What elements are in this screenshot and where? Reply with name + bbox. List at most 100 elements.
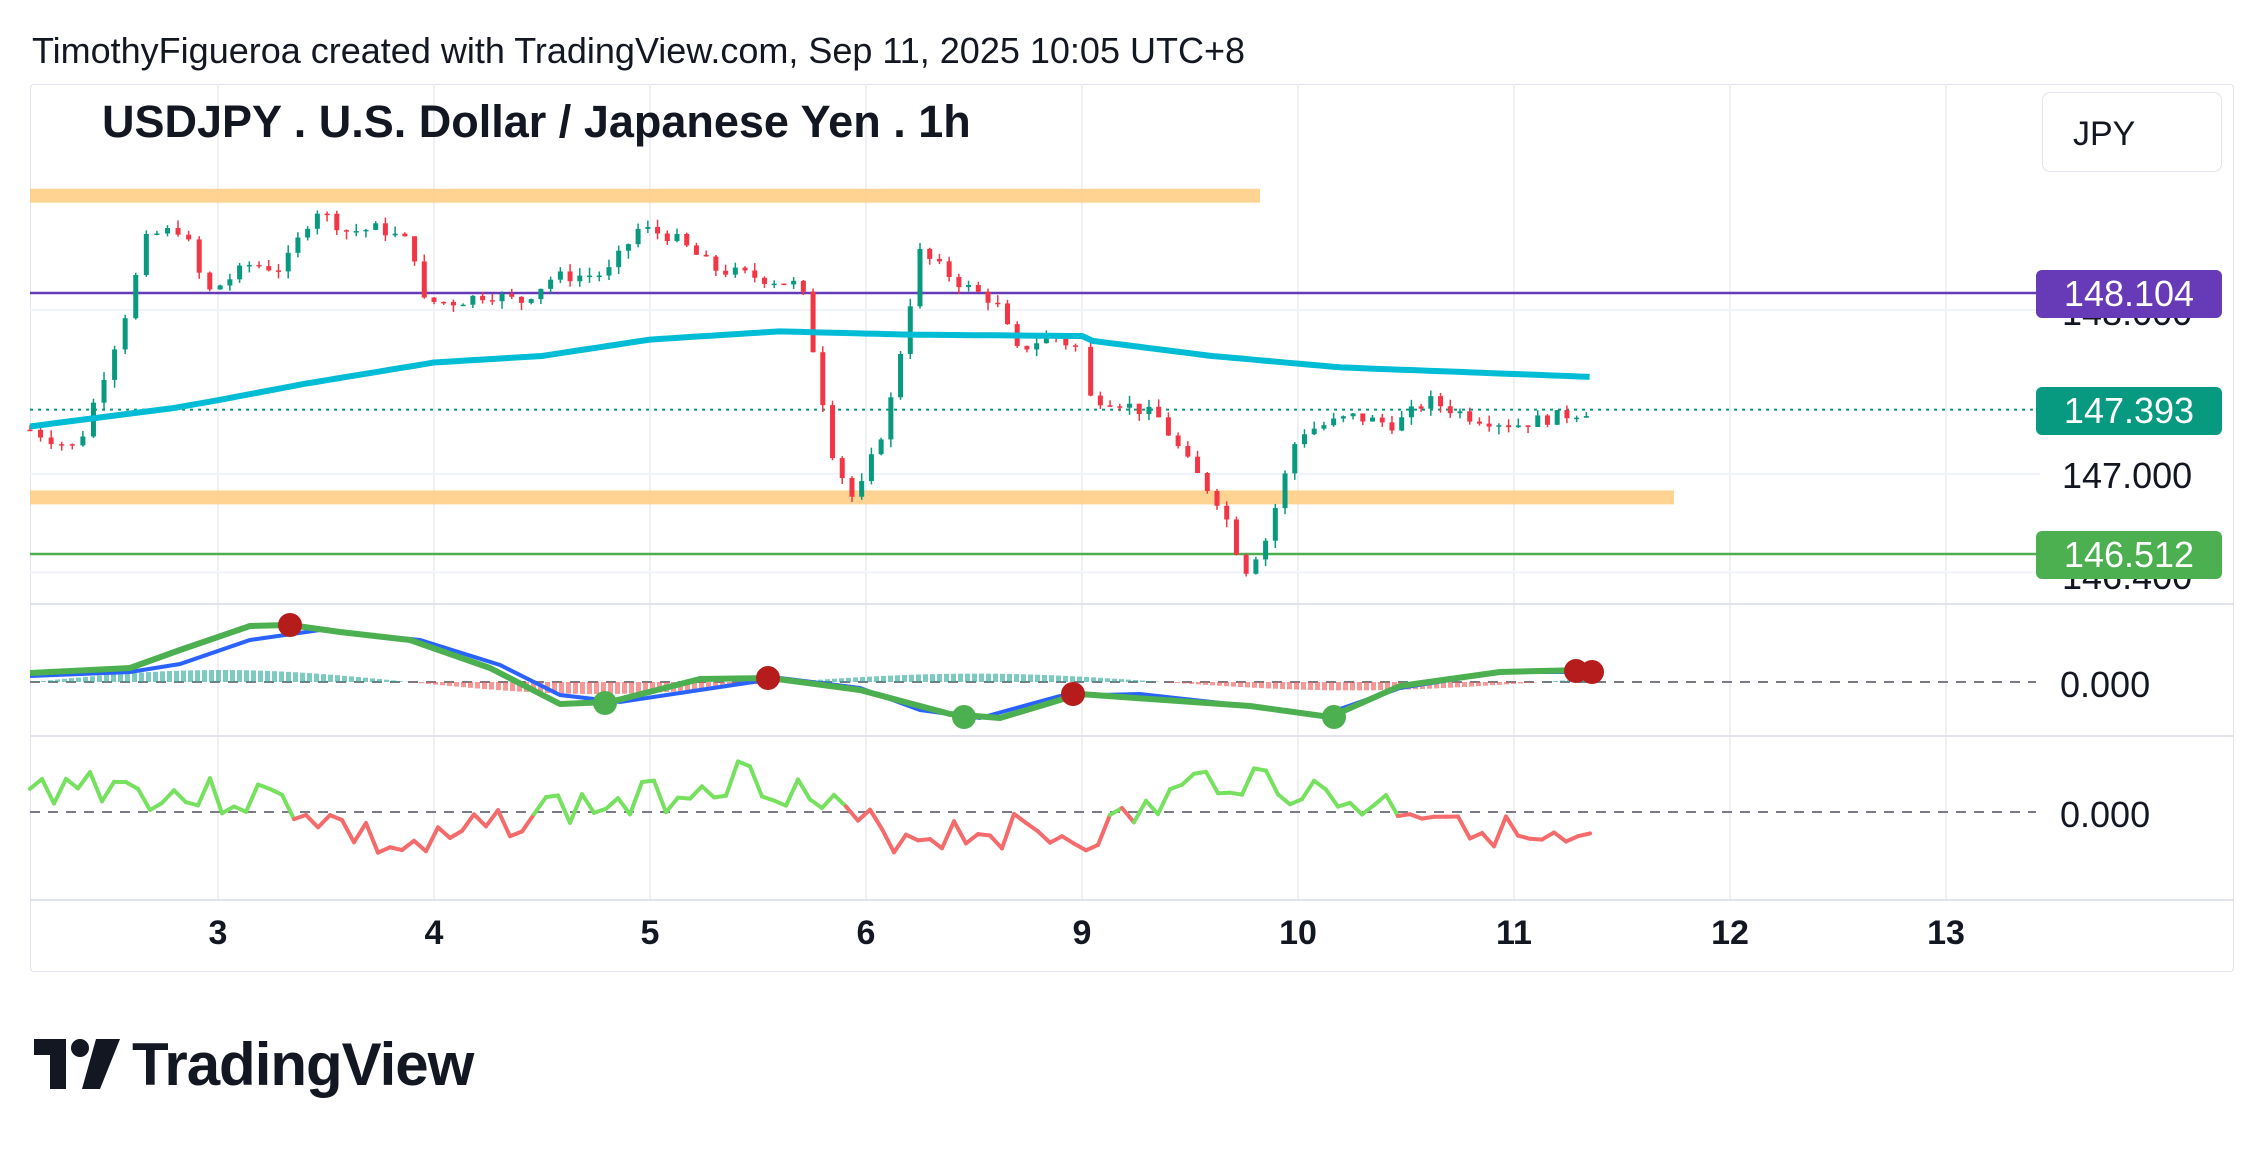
- candle-body: [1408, 406, 1414, 418]
- macd-histogram-bar: [1280, 682, 1285, 690]
- brand[interactable]: TradingView: [34, 1031, 474, 1098]
- oscillator-segment: [304, 812, 320, 830]
- macd-histogram-bar: [1049, 675, 1054, 682]
- macd-histogram-bar: [1343, 682, 1348, 691]
- macd-histogram-bar: [1448, 682, 1453, 688]
- candle-body: [1583, 416, 1589, 418]
- price-tick-147000: 147.000: [2062, 455, 2193, 496]
- candle-body: [635, 228, 641, 245]
- oscillator-segment: [376, 845, 392, 855]
- macd-histogram-bar: [97, 675, 102, 682]
- candle-body: [791, 280, 797, 285]
- macd-histogram-bar: [370, 678, 375, 682]
- oscillator-segment: [64, 776, 80, 791]
- candle-body: [684, 233, 690, 246]
- oscillator-segment: [472, 812, 488, 829]
- candle-body: [112, 349, 118, 380]
- chart-frame[interactable]: [30, 84, 2234, 972]
- macd-histogram-bar: [188, 670, 193, 682]
- macd-histogram-bar: [132, 672, 137, 682]
- candle-body: [101, 379, 107, 403]
- currency-label: JPY: [2073, 115, 2136, 153]
- candle-body: [518, 296, 524, 303]
- candle-body: [1214, 491, 1220, 506]
- candle-body: [1447, 406, 1453, 414]
- candle-body: [1457, 411, 1463, 414]
- green-level-badge[interactable]: 146.512: [2036, 531, 2222, 579]
- macd-histogram-bar: [356, 677, 361, 682]
- candle-body: [285, 252, 291, 272]
- macd-histogram-bar: [1007, 673, 1012, 682]
- oscillator-segment: [268, 786, 284, 797]
- candle-body: [1107, 405, 1113, 407]
- macd-histogram-bar: [860, 677, 865, 682]
- macd-histogram-bar: [1252, 682, 1257, 688]
- macd-histogram-bar: [1322, 682, 1327, 691]
- candle-body: [587, 275, 593, 278]
- oscillator-segment: [1204, 769, 1220, 796]
- macd-histogram-bar: [223, 670, 228, 682]
- macd-histogram-bar: [1497, 682, 1502, 685]
- candle-body: [334, 213, 340, 231]
- macd-histogram-bar: [895, 675, 900, 682]
- currency-selector[interactable]: JPY: [2042, 92, 2222, 172]
- oscillator-segment: [640, 778, 656, 785]
- macd-histogram-bar: [174, 670, 179, 682]
- purple-level-badge[interactable]: 148.104: [2036, 270, 2222, 318]
- macd-histogram-bar: [629, 682, 634, 694]
- macd-histogram-bar: [349, 676, 354, 682]
- oscillator-segment: [292, 812, 308, 822]
- candle-body: [625, 244, 631, 251]
- candle-body: [606, 267, 612, 276]
- candle-body: [1292, 444, 1298, 474]
- last-price-badge[interactable]: 147.393: [2036, 387, 2222, 435]
- macd-histogram-bar: [160, 671, 165, 682]
- oscillator-segment: [568, 792, 584, 825]
- candle-body: [800, 280, 806, 292]
- oscillator-segment: [844, 804, 860, 823]
- macd-histogram-bar: [1203, 682, 1208, 685]
- brand-name: TradingView: [132, 1030, 474, 1098]
- oscillator-segment: [88, 770, 104, 804]
- oscillator-segment: [124, 780, 140, 791]
- bullish-cross-dot: [593, 691, 617, 715]
- candle-body: [1034, 343, 1040, 350]
- macd-histogram-bar: [1140, 680, 1145, 682]
- oscillator-segment: [244, 782, 260, 814]
- macd-histogram-bar: [1301, 682, 1306, 690]
- macd-histogram-bar: [692, 682, 697, 691]
- candle-body: [645, 226, 651, 229]
- candle-body: [314, 213, 320, 229]
- macd-histogram-bar: [1476, 682, 1481, 687]
- macd-histogram-bar: [146, 672, 151, 682]
- macd-histogram-bar: [111, 674, 116, 682]
- bearish-cross-dot: [1580, 660, 1604, 684]
- macd-histogram-bar: [1259, 682, 1264, 689]
- oscillator-segment: [1576, 831, 1592, 839]
- macd-histogram-bar: [1273, 682, 1278, 689]
- candle-body: [810, 291, 816, 353]
- oscillator-segment: [256, 782, 272, 791]
- macd-histogram-bar: [1147, 681, 1152, 682]
- date-tick-5: 5: [640, 914, 660, 952]
- date-tick-9: 9: [1072, 914, 1092, 952]
- macd-histogram-bar: [965, 673, 970, 682]
- oscillator-segment: [604, 796, 620, 811]
- macd-histogram-bar: [979, 673, 984, 682]
- candle-body: [1156, 406, 1162, 418]
- macd-histogram-bar: [1483, 682, 1488, 686]
- oscillator-segment: [448, 828, 464, 841]
- macd-histogram-bar: [1182, 682, 1187, 684]
- candle-body: [217, 285, 223, 290]
- date-tick-10: 10: [1279, 914, 1317, 952]
- macd-histogram-bar: [1266, 682, 1271, 689]
- macd-histogram-bar: [440, 682, 445, 686]
- macd-histogram-bar: [181, 670, 186, 682]
- candle-body: [567, 271, 573, 282]
- candle-body: [275, 270, 281, 272]
- candle-body: [499, 294, 505, 302]
- macd-histogram-bar: [972, 673, 977, 682]
- macd-histogram-bar: [1504, 682, 1509, 685]
- oscillator-segment: [1420, 814, 1436, 821]
